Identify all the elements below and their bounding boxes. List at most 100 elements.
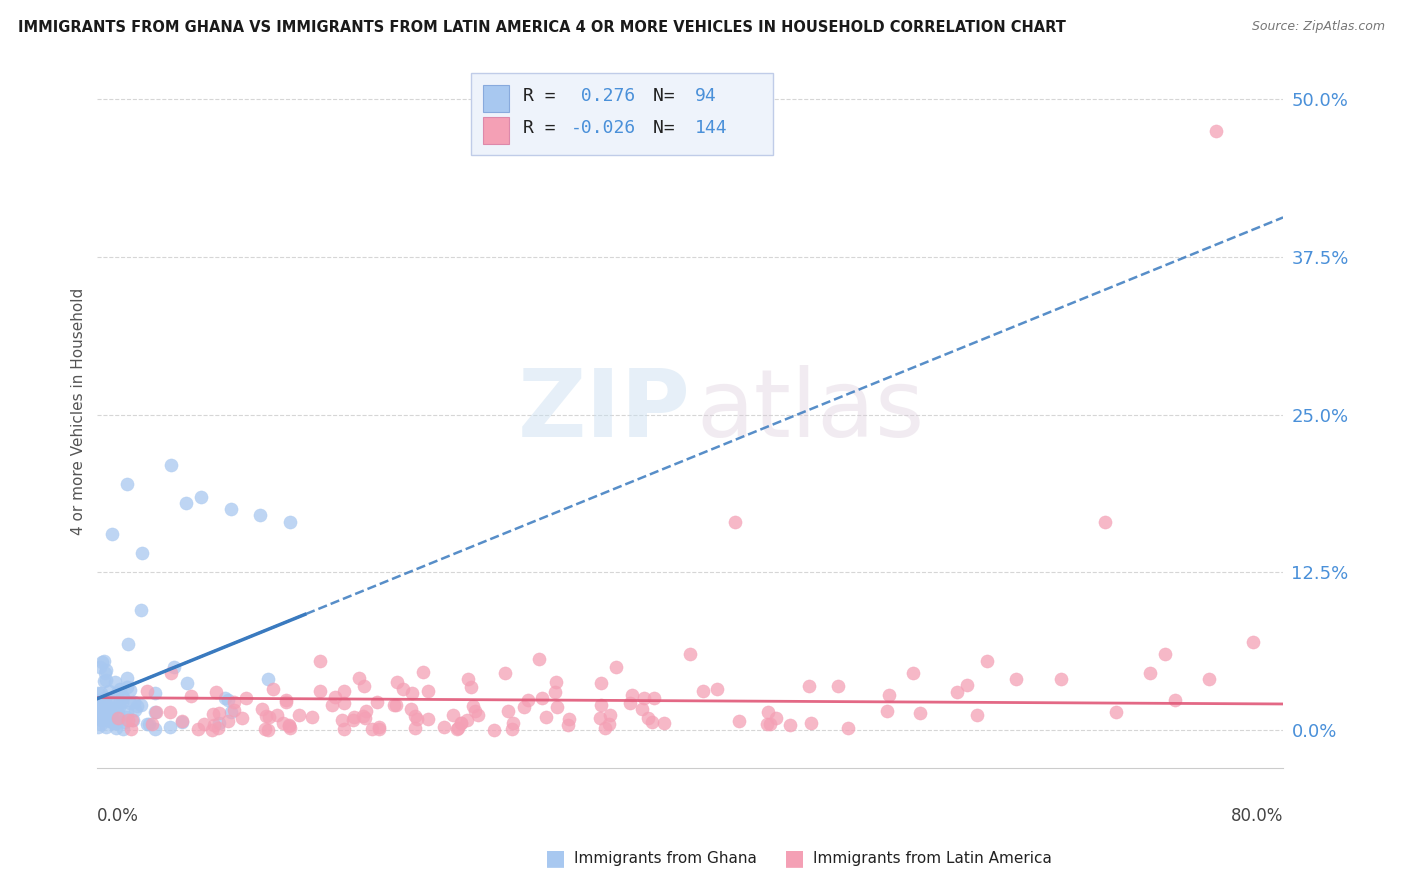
Point	[266, 707, 288, 722]
Point	[115, 477, 138, 491]
Point	[401, 702, 423, 716]
Point	[257, 672, 280, 686]
Point	[598, 717, 620, 731]
Point	[966, 707, 988, 722]
Point	[93, 654, 115, 668]
Point	[527, 652, 550, 666]
Point	[433, 720, 456, 734]
Point	[756, 717, 779, 731]
Point	[1153, 647, 1175, 661]
Point	[620, 688, 643, 702]
Point	[94, 663, 117, 677]
Point	[111, 722, 134, 736]
Point	[115, 680, 138, 694]
Point	[159, 720, 181, 734]
Point	[593, 721, 616, 735]
Point	[107, 706, 129, 721]
Point	[217, 714, 239, 728]
Point	[546, 674, 568, 689]
Point	[254, 709, 277, 723]
Point	[463, 698, 485, 713]
Point	[87, 706, 110, 720]
Point	[643, 691, 665, 706]
FancyBboxPatch shape	[471, 73, 773, 155]
Point	[87, 693, 110, 707]
Point	[946, 685, 969, 699]
Point	[93, 706, 115, 721]
Point	[97, 706, 120, 720]
Point	[180, 690, 202, 704]
Point	[406, 712, 429, 726]
Text: ■: ■	[785, 848, 804, 868]
Point	[637, 711, 659, 725]
Point	[460, 680, 482, 694]
Point	[207, 721, 229, 735]
Point	[605, 660, 627, 674]
Point	[631, 701, 654, 715]
Point	[93, 708, 115, 723]
Point	[93, 674, 115, 689]
Point	[107, 711, 129, 725]
Point	[145, 705, 167, 719]
Point	[112, 690, 135, 704]
Point	[87, 701, 110, 715]
Point	[724, 515, 747, 529]
Point	[800, 716, 823, 731]
Point	[392, 681, 415, 696]
Point	[87, 686, 110, 700]
Point	[250, 702, 273, 716]
Point	[353, 711, 375, 725]
Text: Source: ZipAtlas.com: Source: ZipAtlas.com	[1251, 20, 1385, 33]
Point	[111, 695, 134, 709]
Point	[110, 681, 132, 696]
Point	[1094, 515, 1116, 529]
Point	[633, 691, 655, 706]
Point	[1205, 124, 1227, 138]
Point	[222, 695, 245, 709]
Point	[105, 686, 128, 700]
Point	[96, 713, 118, 727]
Point	[87, 694, 110, 708]
Point	[502, 716, 524, 731]
Point	[96, 720, 118, 734]
Point	[222, 703, 245, 717]
Point	[765, 711, 787, 725]
Text: IMMIGRANTS FROM GHANA VS IMMIGRANTS FROM LATIN AMERICA 4 OR MORE VEHICLES IN HOU: IMMIGRANTS FROM GHANA VS IMMIGRANTS FROM…	[18, 20, 1066, 35]
Bar	[482, 85, 509, 112]
Point	[467, 708, 489, 723]
Point	[104, 700, 127, 714]
Point	[187, 722, 209, 736]
Point	[956, 678, 979, 692]
Point	[349, 671, 371, 685]
Point	[321, 698, 343, 713]
Point	[257, 709, 280, 723]
Point	[728, 714, 751, 728]
Text: ■: ■	[546, 848, 565, 868]
Point	[546, 699, 568, 714]
Point	[706, 681, 728, 696]
Point	[278, 721, 301, 735]
Point	[121, 713, 143, 727]
Point	[908, 706, 931, 720]
Point	[446, 723, 468, 737]
Point	[208, 706, 231, 720]
Text: R =: R =	[523, 120, 567, 137]
Point	[557, 718, 579, 732]
Point	[404, 721, 426, 735]
Point	[976, 653, 998, 667]
Point	[308, 653, 330, 667]
Point	[124, 695, 146, 709]
Point	[692, 683, 714, 698]
Point	[330, 713, 353, 727]
Point	[202, 718, 225, 732]
Point	[361, 723, 384, 737]
Point	[114, 714, 136, 729]
Point	[174, 496, 197, 510]
Point	[125, 698, 148, 713]
Point	[111, 690, 134, 704]
Point	[105, 714, 128, 729]
Point	[301, 709, 323, 723]
Point	[107, 700, 129, 714]
Text: 0.276: 0.276	[571, 87, 636, 105]
Point	[143, 705, 166, 719]
